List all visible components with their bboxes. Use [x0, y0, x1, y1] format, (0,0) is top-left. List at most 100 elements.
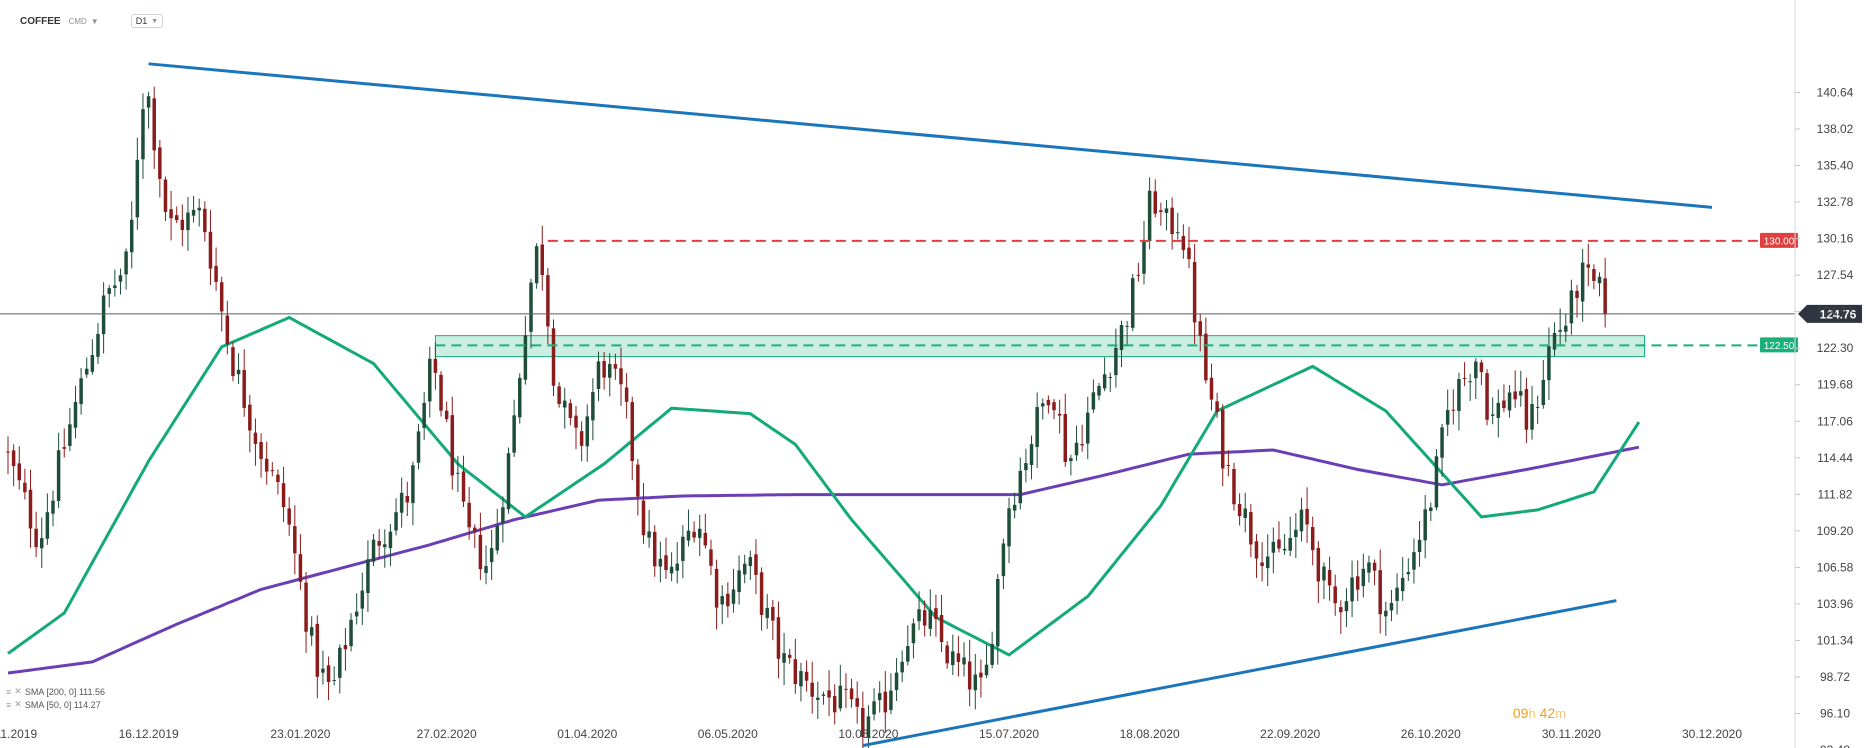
lower-trendline	[862, 599, 1617, 748]
candle-body	[844, 688, 848, 690]
candle-body	[855, 698, 859, 707]
candle-body	[360, 590, 365, 609]
indicator-sma50[interactable]: ≡ ✕ SMA [50, 0] 114.27	[6, 699, 101, 710]
candle-body	[1131, 278, 1135, 328]
candle-body	[697, 528, 702, 538]
candle-body	[889, 690, 893, 711]
candle-body	[473, 527, 477, 532]
candle-body	[416, 431, 421, 463]
candle-body	[1451, 409, 1456, 411]
candle-body	[1344, 601, 1349, 612]
y-tick-label: 138.02	[1817, 122, 1854, 136]
candle-body	[917, 609, 921, 622]
candle-body	[219, 282, 224, 312]
candle-body	[596, 361, 601, 389]
candle-body	[1490, 414, 1495, 416]
candle-body	[591, 392, 595, 421]
y-tick-label: 124.92	[1817, 305, 1854, 319]
symbol-label[interactable]: COFFEE	[20, 15, 61, 27]
candle-body	[433, 358, 438, 373]
close-icon[interactable]: ✕	[14, 686, 21, 696]
candle-body	[1074, 442, 1079, 456]
upper-trendline	[148, 62, 1713, 209]
candle-body	[383, 544, 387, 548]
candle-body	[1086, 412, 1090, 444]
candle-body	[1322, 566, 1326, 581]
candle-body	[1198, 321, 1202, 336]
y-tick-label: 130.16	[1817, 232, 1854, 246]
candle-body	[529, 282, 533, 332]
candle-body	[1569, 290, 1574, 324]
candle-body	[343, 645, 348, 650]
chevron-down-icon[interactable]: ▼	[90, 16, 99, 26]
sma50-line	[7, 315, 1641, 657]
candle-body	[264, 458, 269, 472]
menu-icon[interactable]: ≡	[6, 686, 11, 697]
candle-body	[1474, 361, 1478, 379]
candle-body	[1316, 547, 1321, 582]
candle-body	[214, 265, 218, 283]
candle-body	[883, 691, 888, 713]
candle-body	[827, 690, 831, 698]
x-tick-label: 16.12.2019	[119, 727, 179, 741]
candle-body	[1429, 507, 1433, 512]
resistance-label: 130.00	[1764, 236, 1795, 247]
close-icon[interactable]: ✕	[14, 699, 21, 709]
candle-body	[1181, 236, 1186, 251]
sma200-line	[7, 445, 1640, 675]
support-label: 122.50	[1764, 341, 1795, 352]
candle-body	[821, 694, 826, 696]
menu-icon[interactable]: ≡	[6, 699, 11, 710]
timeframe-selector[interactable]: D1 ▼	[130, 14, 164, 28]
candle-body	[1220, 409, 1225, 469]
candle-body	[495, 525, 500, 551]
candle-body	[585, 416, 589, 447]
candle-body	[810, 682, 814, 697]
candle-body	[669, 566, 674, 574]
candle-body	[838, 685, 843, 709]
y-tick-label: 96.10	[1820, 706, 1850, 720]
x-tick-label: 18.08.2020	[1120, 727, 1180, 741]
candle-body	[759, 572, 764, 615]
candle-body	[39, 538, 44, 549]
candle-body	[1164, 208, 1169, 213]
candle-body	[675, 563, 679, 571]
candle-body	[1142, 240, 1146, 274]
candle-body	[394, 512, 398, 531]
candle-body	[568, 403, 573, 419]
candle-body	[962, 657, 966, 665]
candle-body	[607, 363, 612, 378]
candle-body	[444, 410, 449, 420]
candle-body	[793, 659, 798, 685]
candle-body	[332, 679, 336, 681]
y-tick-label: 93.48	[1820, 743, 1850, 748]
candle-body	[23, 482, 27, 493]
candle-body	[1249, 512, 1253, 545]
candle-body	[315, 623, 320, 677]
y-tick-label: 98.72	[1820, 670, 1850, 684]
candle-body	[1507, 392, 1512, 411]
candle-body	[1294, 529, 1298, 538]
candle-body	[231, 347, 235, 377]
indicator-label: SMA [200, 0] 111.56	[24, 686, 106, 697]
x-tick-label: 11.11.2019	[0, 727, 37, 741]
candle-body	[951, 651, 955, 666]
candle-body	[624, 387, 629, 402]
y-tick-label: 135.40	[1817, 159, 1854, 173]
candle-body	[1592, 269, 1596, 281]
candle-body	[546, 275, 550, 327]
candle-body	[1046, 399, 1051, 406]
candle-body	[1496, 402, 1501, 418]
candle-body	[787, 654, 792, 658]
indicator-sma200[interactable]: ≡ ✕ SMA [200, 0] 111.56	[6, 686, 105, 697]
candle-body	[146, 96, 151, 108]
candle-body	[135, 159, 140, 218]
candle-body	[11, 450, 16, 467]
candle-body	[1406, 572, 1411, 575]
candle-body	[1175, 232, 1180, 234]
candle-body	[118, 275, 123, 282]
candle-body	[664, 555, 668, 571]
candle-body	[1468, 381, 1472, 383]
candle-body	[309, 627, 314, 636]
